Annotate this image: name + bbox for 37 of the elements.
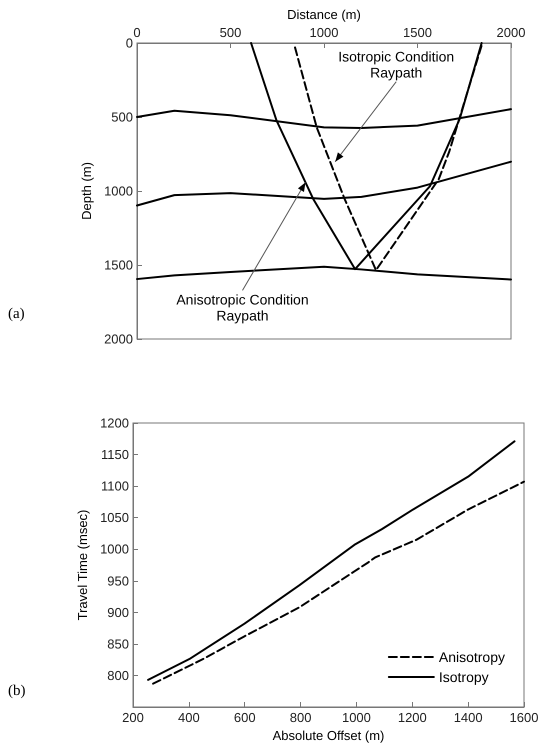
x-axis-title: Distance (m) [287, 7, 361, 22]
annotation: Isotropic Condition Raypath [338, 48, 454, 81]
y-tick-label: 1050 [100, 510, 129, 526]
y-axis-title: Travel Time (msec) [75, 510, 90, 620]
text: (b) [8, 683, 26, 700]
x-tick-label: 1400 [454, 710, 483, 725]
y-tick-label: 1100 [101, 478, 129, 494]
y-tick-label: 2000 [104, 332, 133, 346]
x-tick-label: 800 [290, 710, 312, 725]
text: (a) [8, 306, 25, 323]
x-tick-label: 1500 [403, 25, 432, 40]
line-series [152, 480, 525, 685]
x-tick-label: 1000 [310, 25, 338, 40]
x-tick-label: 200 [122, 710, 144, 725]
x-tick-label: 1600 [510, 710, 538, 725]
y-tick-label: 1150 [101, 447, 129, 462]
legend-label: Anisotropy [438, 649, 506, 665]
y-tick-label: 1500 [104, 258, 133, 272]
x-tick-label: 1200 [398, 710, 427, 725]
y-tick-label: 1200 [100, 416, 129, 430]
legend-label: Isotropy [438, 669, 489, 685]
x-tick-label: 400 [178, 710, 200, 725]
y-tick-label: 900 [107, 604, 129, 620]
y-tick-label: 850 [107, 636, 129, 652]
y-axis-title: Depth (m) [79, 162, 94, 220]
y-tick-label: 800 [107, 668, 129, 683]
y-tick-label: 0 [126, 36, 133, 50]
x-tick-label: 600 [234, 710, 256, 725]
x-tick-label: 500 [220, 25, 242, 40]
y-tick-label: 1000 [100, 542, 129, 557]
y-tick-label: 500 [111, 110, 133, 124]
x-axis-title: Absolute Offset (m) [272, 728, 384, 743]
annotation: Anisotropic Condition Raypath [176, 291, 309, 324]
x-tick-label: 1000 [342, 710, 371, 725]
x-tick-label: 2000 [496, 25, 526, 40]
y-tick-label: 1000 [104, 184, 133, 198]
y-tick-label: 950 [107, 573, 129, 588]
